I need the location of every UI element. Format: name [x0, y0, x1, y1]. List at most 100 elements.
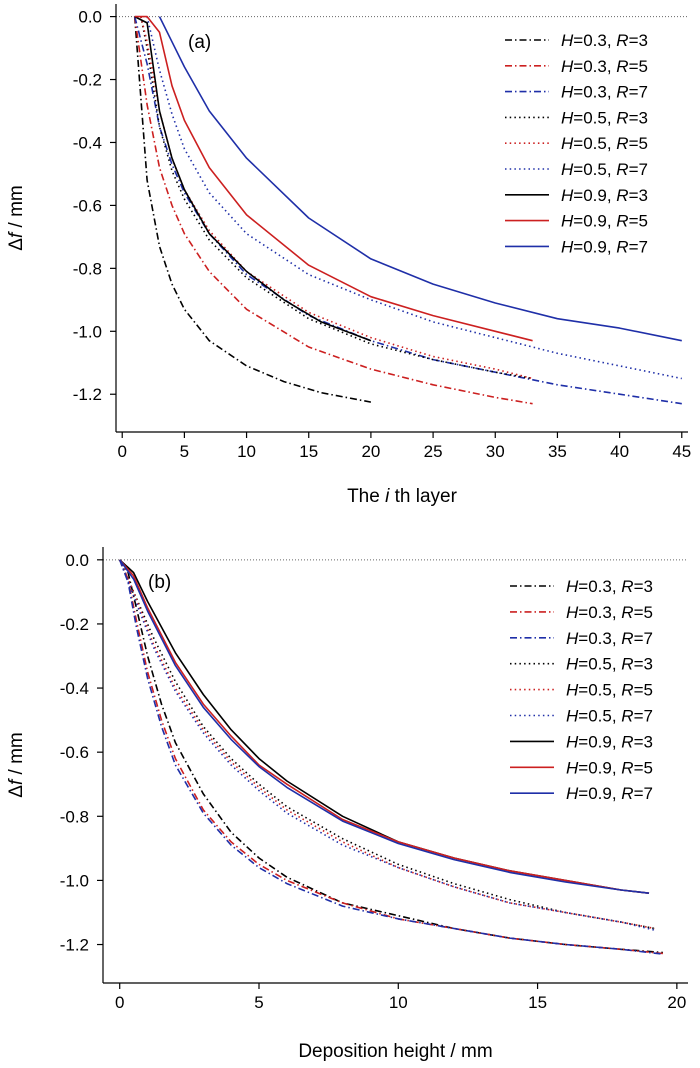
- legend-entry: H=0.5, R=5: [566, 681, 653, 700]
- legend-entry: H=0.5, R=3: [566, 655, 653, 674]
- y-tick-label: -0.4: [73, 133, 102, 152]
- legend-var: R: [616, 134, 628, 153]
- x-tick-label: 45: [672, 442, 691, 461]
- y-tick-label: -0.6: [73, 196, 102, 215]
- legend-var: R: [621, 732, 633, 751]
- y-axis-title: Δf / mm: [6, 732, 27, 797]
- legend-value: =0.3: [573, 57, 607, 76]
- legend-value: =3: [634, 577, 653, 596]
- series-line-H0.5-R7: [146, 16, 682, 380]
- legend-value: =5: [634, 681, 653, 700]
- legend-value: =7: [634, 707, 653, 726]
- legend-var: H: [561, 108, 574, 127]
- series-line-H0.3-R7: [118, 559, 663, 955]
- legend-var: R: [621, 758, 633, 777]
- x-tick-label: 25: [424, 442, 443, 461]
- legend-sep: ,: [607, 212, 616, 231]
- y-tick-label: -1.0: [73, 322, 102, 341]
- legend-var: R: [616, 108, 628, 127]
- panel-label: (a): [188, 32, 211, 53]
- y-axis-title-part: / mm: [6, 185, 27, 233]
- legend-value: =0.5: [578, 655, 612, 674]
- series-line-H0.9-R5: [134, 15, 533, 342]
- legend-sep: ,: [607, 108, 616, 127]
- legend-value: =0.9: [578, 732, 612, 751]
- legend-var: H: [566, 577, 579, 596]
- legend-value: =3: [629, 186, 648, 205]
- legend-var: H: [561, 134, 574, 153]
- legend-entry: H=0.3, R=3: [566, 577, 653, 596]
- legend-sep: ,: [612, 681, 621, 700]
- legend-value: =0.9: [573, 212, 607, 231]
- legend-value: =3: [629, 108, 648, 127]
- legend-entry: H=0.3, R=5: [566, 603, 653, 622]
- legend-sep: ,: [612, 784, 621, 803]
- legend-var: H: [566, 681, 579, 700]
- legend-entry: H=0.3, R=5: [561, 57, 648, 76]
- legend-var: H: [561, 83, 574, 102]
- y-axis-title-part: / mm: [6, 732, 27, 780]
- legend-sep: ,: [607, 237, 616, 256]
- legend-value: =3: [634, 732, 653, 751]
- y-axis-title-part: Δ: [6, 785, 27, 798]
- legend-value: =0.5: [573, 108, 607, 127]
- y-axis-title: Δf / mm: [6, 185, 27, 250]
- x-tick-label: 40: [610, 442, 629, 461]
- legend-sep: ,: [612, 758, 621, 777]
- legend-var: H: [566, 758, 579, 777]
- legend-value: =7: [629, 160, 648, 179]
- legend-var: H: [566, 655, 579, 674]
- y-tick-label: -0.4: [60, 679, 89, 698]
- legend-var: R: [621, 681, 633, 700]
- legend-var: R: [616, 160, 628, 179]
- legend-entry: H=0.3, R=7: [566, 629, 653, 648]
- legend-sep: ,: [612, 707, 621, 726]
- legend-var: H: [561, 31, 574, 50]
- legend-entry: H=0.5, R=7: [561, 160, 648, 179]
- series-line-H0.5-R7: [118, 559, 655, 931]
- y-axis-title-part: Δ: [6, 238, 27, 251]
- legend-var: H: [561, 57, 574, 76]
- legend-var: R: [621, 577, 633, 596]
- legend-sep: ,: [607, 186, 616, 205]
- legend: H=0.3, R=3H=0.3, R=5H=0.3, R=7H=0.5, R=3…: [505, 31, 648, 256]
- x-tick-label: 15: [299, 442, 318, 461]
- x-tick-label: 5: [254, 993, 263, 1012]
- series-line-H0.9-R3: [134, 15, 372, 342]
- series-line-H0.9-R7: [158, 16, 682, 342]
- legend-value: =0.5: [573, 134, 607, 153]
- legend-var: R: [616, 212, 628, 231]
- legend-value: =0.9: [578, 758, 612, 777]
- y-tick-label: -0.8: [60, 807, 89, 826]
- series-line-H0.3-R5: [133, 16, 533, 405]
- y-tick-label: -1.2: [60, 936, 89, 955]
- legend-value: =7: [634, 784, 653, 803]
- x-tick-label: 10: [237, 442, 256, 461]
- legend-entry: H=0.9, R=5: [566, 758, 653, 777]
- series-line-H0.9-R7: [119, 559, 650, 894]
- x-axis-title-part: th layer: [389, 486, 457, 507]
- legend-value: =7: [634, 629, 653, 648]
- legend-value: =3: [629, 31, 648, 50]
- legend-entry: H=0.9, R=3: [566, 732, 653, 751]
- x-tick-label: 0: [117, 442, 126, 461]
- legend-value: =5: [634, 758, 653, 777]
- legend-value: =0.9: [578, 784, 612, 803]
- series-line-H0.9-R5: [119, 559, 650, 894]
- legend-value: =0.3: [578, 629, 612, 648]
- x-tick-label: 35: [548, 442, 567, 461]
- legend-var: H: [566, 732, 579, 751]
- x-tick-label: 15: [528, 993, 547, 1012]
- panel-label: (b): [148, 572, 171, 593]
- x-tick-label: 20: [361, 442, 380, 461]
- legend-entry: H=0.9, R=7: [566, 784, 653, 803]
- legend-entry: H=0.3, R=3: [561, 31, 648, 50]
- legend-value: =0.5: [573, 160, 607, 179]
- legend-sep: ,: [607, 31, 616, 50]
- legend-var: R: [621, 655, 633, 674]
- series-line-H0.5-R3: [118, 559, 655, 930]
- legend-value: =0.3: [573, 83, 607, 102]
- legend-var: H: [566, 707, 579, 726]
- legend-var: H: [561, 237, 574, 256]
